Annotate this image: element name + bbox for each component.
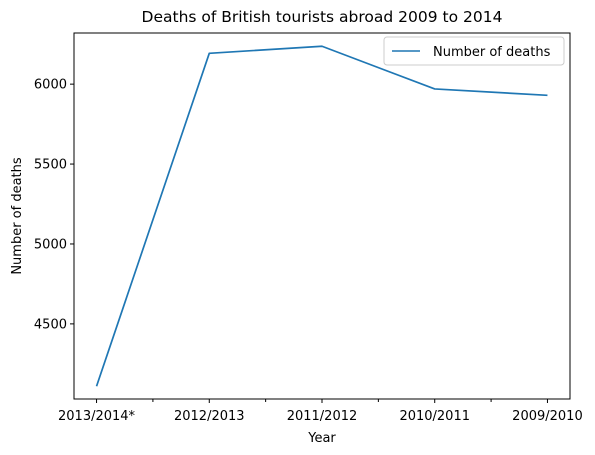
y-tick-label: 5000 — [34, 237, 67, 252]
x-tick-label: 2013/2014* — [58, 409, 136, 424]
legend: Number of deaths — [383, 36, 565, 66]
y-tick-label: 4500 — [34, 317, 67, 332]
y-tick-label: 6000 — [34, 78, 67, 93]
series-layer — [95, 45, 548, 387]
series-line-0 — [95, 45, 548, 387]
y-tick-label: 5500 — [34, 158, 67, 173]
legend-label-number-of-deaths: Number of deaths — [433, 45, 551, 60]
x-axis-ticks: 2013/2014* 2012/2013 2011/2012 2010/2011 200… — [58, 399, 583, 424]
x-tick-label: 2009/2010 — [512, 409, 583, 424]
x-tick-label: 2010/2011 — [399, 409, 470, 424]
legend-box — [383, 36, 565, 66]
x-axis-label: Year — [307, 431, 336, 446]
y-axis-ticks: 4500 5000 5500 6000 — [34, 78, 74, 332]
x-tick-label: 2012/2013 — [174, 409, 245, 424]
x-tick-label: 2011/2012 — [287, 409, 358, 424]
chart-title: Deaths of British tourists abroad 2009 t… — [142, 8, 503, 26]
plot-frame — [73, 32, 571, 400]
y-axis-label: Number of deaths — [10, 157, 25, 275]
